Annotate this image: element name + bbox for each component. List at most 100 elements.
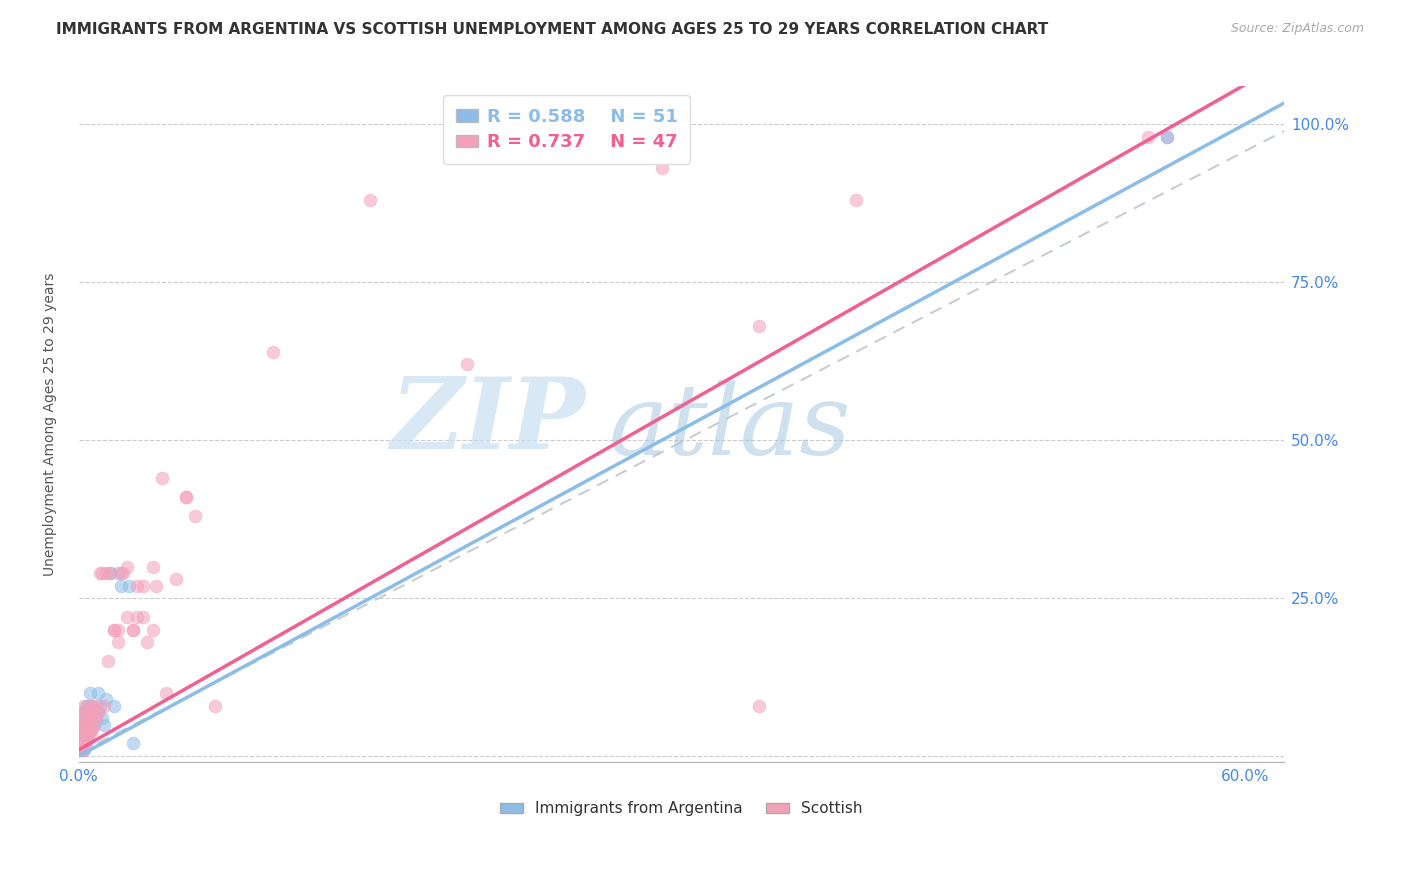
Point: [72, 711, 94, 725]
Point: [117, 610, 139, 624]
Point: [77, 723, 100, 738]
Point: [75, 723, 97, 738]
Point: [75, 717, 97, 731]
Point: [150, 471, 173, 485]
Point: [82, 711, 104, 725]
Point: [73, 736, 96, 750]
Point: [69, 730, 91, 744]
Point: [89, 566, 111, 580]
Point: [69, 730, 91, 744]
Point: [69, 723, 91, 738]
Point: [72, 717, 94, 731]
Point: [83, 717, 105, 731]
Point: [125, 578, 148, 592]
Point: [75, 717, 97, 731]
Point: [1136, 129, 1159, 144]
Point: [122, 623, 145, 637]
Point: [77, 730, 100, 744]
Point: [359, 193, 381, 207]
Point: [184, 508, 207, 523]
Point: [77, 698, 100, 713]
Point: [84, 711, 107, 725]
Point: [69, 717, 91, 731]
Text: IMMIGRANTS FROM ARGENTINA VS SCOTTISH UNEMPLOYMENT AMONG AGES 25 TO 29 YEARS COR: IMMIGRANTS FROM ARGENTINA VS SCOTTISH UN…: [56, 22, 1049, 37]
Point: [73, 730, 96, 744]
Point: [72, 730, 94, 744]
Point: [87, 705, 110, 719]
Point: [103, 698, 125, 713]
Point: [75, 736, 97, 750]
Point: [72, 717, 94, 731]
Point: [141, 623, 163, 637]
Y-axis label: Unemployment Among Ages 25 to 29 years: Unemployment Among Ages 25 to 29 years: [44, 273, 58, 576]
Point: [262, 344, 284, 359]
Point: [73, 736, 96, 750]
Point: [77, 723, 100, 738]
Point: [79, 711, 101, 725]
Point: [75, 730, 97, 744]
Point: [110, 566, 132, 580]
Point: [73, 723, 96, 738]
Point: [72, 736, 94, 750]
Point: [1156, 129, 1178, 144]
Point: [72, 736, 94, 750]
Point: [89, 698, 111, 713]
Point: [110, 578, 132, 592]
Point: [72, 736, 94, 750]
Text: ZIP: ZIP: [389, 373, 585, 469]
Point: [98, 566, 121, 580]
Point: [75, 711, 97, 725]
Point: [82, 698, 104, 713]
Point: [91, 566, 114, 580]
Point: [82, 698, 104, 713]
Point: [84, 711, 107, 725]
Point: [107, 566, 129, 580]
Point: [112, 566, 135, 580]
Point: [77, 730, 100, 744]
Point: [1156, 129, 1178, 144]
Point: [132, 578, 155, 592]
Point: [141, 559, 163, 574]
Point: [82, 717, 104, 731]
Point: [122, 623, 145, 637]
Point: [174, 490, 197, 504]
Point: [69, 736, 91, 750]
Point: [73, 730, 96, 744]
Point: [79, 698, 101, 713]
Point: [77, 711, 100, 725]
Point: [73, 698, 96, 713]
Point: [122, 736, 145, 750]
Point: [83, 705, 105, 719]
Point: [75, 698, 97, 713]
Point: [69, 736, 91, 750]
Point: [748, 319, 770, 334]
Point: [72, 743, 94, 757]
Point: [79, 723, 101, 738]
Point: [87, 705, 110, 719]
Point: [94, 692, 117, 706]
Point: [93, 698, 115, 713]
Point: [91, 711, 114, 725]
Point: [69, 743, 91, 757]
Point: [748, 698, 770, 713]
Text: Source: ZipAtlas.com: Source: ZipAtlas.com: [1230, 22, 1364, 36]
Point: [117, 559, 139, 574]
Point: [98, 566, 121, 580]
Point: [79, 723, 101, 738]
Point: [75, 705, 97, 719]
Point: [107, 635, 129, 649]
Point: [456, 357, 478, 371]
Point: [79, 711, 101, 725]
Point: [845, 193, 868, 207]
Point: [107, 623, 129, 637]
Point: [132, 610, 155, 624]
Point: [103, 623, 125, 637]
Point: [103, 623, 125, 637]
Point: [72, 705, 94, 719]
Point: [72, 723, 94, 738]
Point: [82, 723, 104, 738]
Point: [84, 698, 107, 713]
Point: [79, 686, 101, 700]
Point: [69, 723, 91, 738]
Point: [165, 572, 187, 586]
